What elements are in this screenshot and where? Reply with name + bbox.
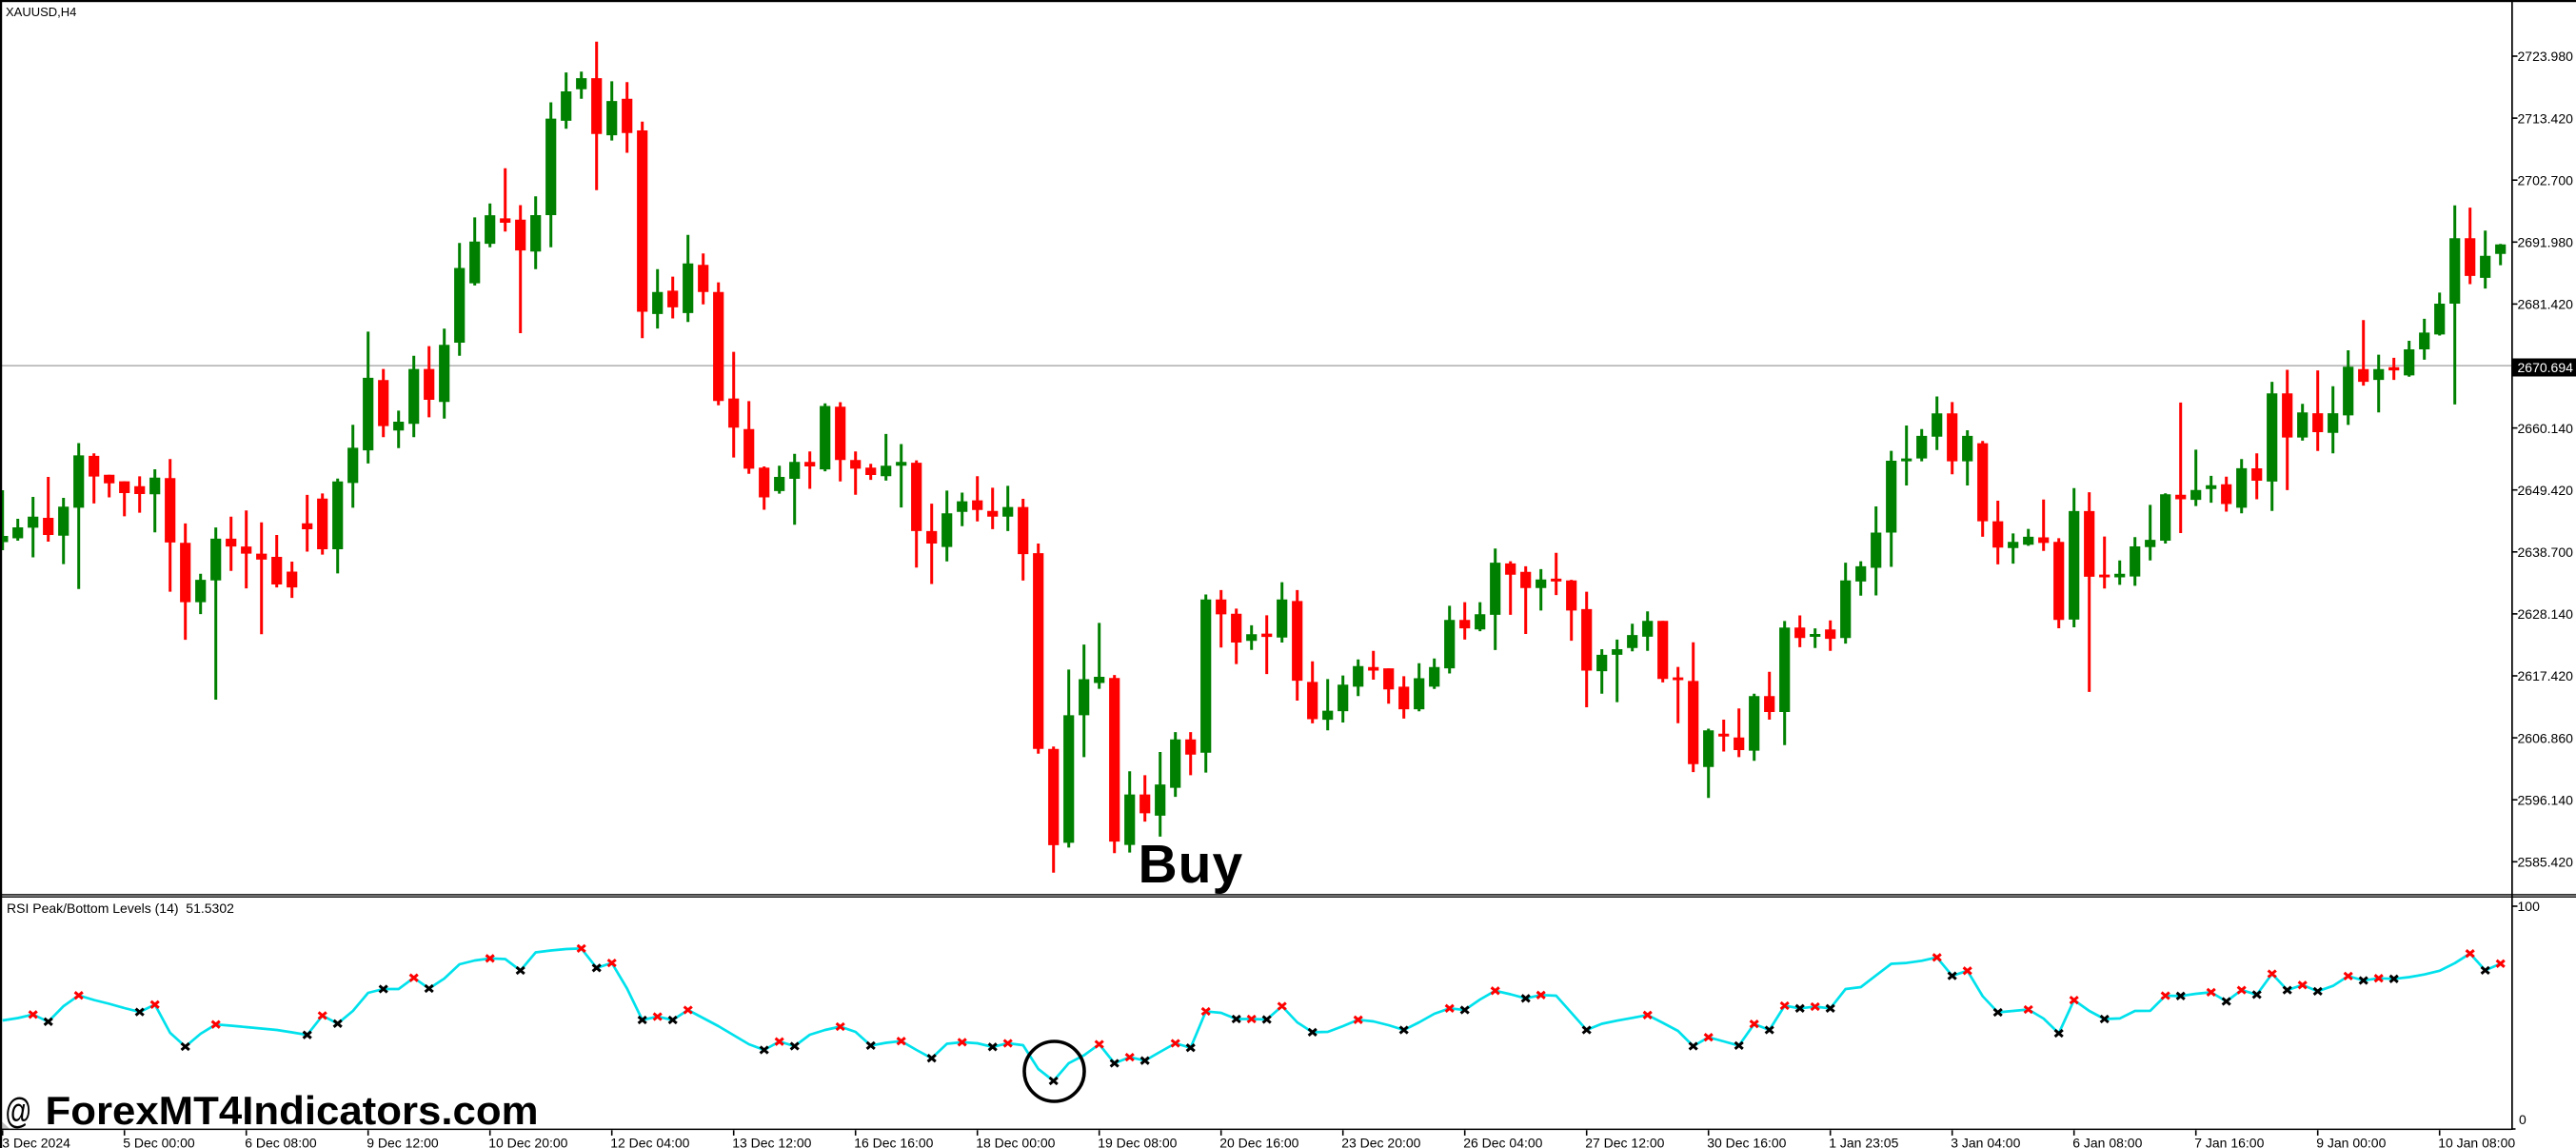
svg-text:18 Dec 00:00: 18 Dec 00:00 bbox=[976, 1136, 1055, 1148]
svg-text:0: 0 bbox=[2519, 1112, 2526, 1127]
svg-text:10 Dec 20:00: 10 Dec 20:00 bbox=[488, 1136, 567, 1148]
svg-text:16 Dec 16:00: 16 Dec 16:00 bbox=[854, 1136, 933, 1148]
svg-text:2649.420: 2649.420 bbox=[2518, 483, 2574, 498]
svg-text:7 Jan 16:00: 7 Jan 16:00 bbox=[2194, 1136, 2264, 1148]
svg-text:6 Dec 08:00: 6 Dec 08:00 bbox=[245, 1136, 317, 1148]
svg-text:5 Dec 00:00: 5 Dec 00:00 bbox=[123, 1136, 195, 1148]
svg-text:2691.980: 2691.980 bbox=[2518, 235, 2574, 250]
svg-text:6 Jan 08:00: 6 Jan 08:00 bbox=[2072, 1136, 2142, 1148]
svg-text:30 Dec 16:00: 30 Dec 16:00 bbox=[1707, 1136, 1786, 1148]
svg-text:3 Jan 04:00: 3 Jan 04:00 bbox=[1951, 1136, 2020, 1148]
svg-text:2596.140: 2596.140 bbox=[2518, 792, 2574, 807]
svg-text:1 Jan 23:05: 1 Jan 23:05 bbox=[1829, 1136, 1898, 1148]
svg-text:26 Dec 04:00: 26 Dec 04:00 bbox=[1463, 1136, 1542, 1148]
svg-text:RSI Peak/Bottom Levels (14) 5: RSI Peak/Bottom Levels (14) 51.5302 bbox=[7, 901, 234, 916]
svg-text:2681.420: 2681.420 bbox=[2518, 297, 2574, 312]
svg-text:19 Dec 08:00: 19 Dec 08:00 bbox=[1098, 1136, 1177, 1148]
svg-text:@: @ bbox=[5, 1092, 32, 1132]
svg-text:2670.694: 2670.694 bbox=[2518, 360, 2574, 375]
svg-text:2723.980: 2723.980 bbox=[2518, 49, 2574, 64]
svg-text:2713.420: 2713.420 bbox=[2518, 110, 2574, 126]
svg-text:2638.700: 2638.700 bbox=[2518, 544, 2574, 560]
svg-text:2617.420: 2617.420 bbox=[2518, 668, 2574, 683]
svg-text:2660.140: 2660.140 bbox=[2518, 421, 2574, 436]
svg-text:Buy: Buy bbox=[1139, 834, 1244, 895]
svg-text:9 Jan 00:00: 9 Jan 00:00 bbox=[2316, 1136, 2386, 1148]
svg-text:3 Dec 2024: 3 Dec 2024 bbox=[2, 1136, 70, 1148]
svg-text:2606.860: 2606.860 bbox=[2518, 730, 2574, 745]
svg-text:9 Dec 12:00: 9 Dec 12:00 bbox=[367, 1136, 439, 1148]
svg-text:2702.700: 2702.700 bbox=[2518, 172, 2574, 188]
svg-text:2628.140: 2628.140 bbox=[2518, 606, 2574, 622]
svg-text:XAUUSD,H4: XAUUSD,H4 bbox=[6, 5, 76, 19]
svg-text:10 Jan 08:00: 10 Jan 08:00 bbox=[2438, 1136, 2515, 1148]
svg-text:ForexMT4Indicators.com: ForexMT4Indicators.com bbox=[46, 1088, 539, 1133]
svg-text:27 Dec 12:00: 27 Dec 12:00 bbox=[1585, 1136, 1664, 1148]
svg-text:12 Dec 04:00: 12 Dec 04:00 bbox=[610, 1136, 689, 1148]
svg-text:2585.420: 2585.420 bbox=[2518, 855, 2574, 870]
svg-text:20 Dec 16:00: 20 Dec 16:00 bbox=[1219, 1136, 1298, 1148]
svg-text:13 Dec 12:00: 13 Dec 12:00 bbox=[732, 1136, 811, 1148]
svg-text:23 Dec 20:00: 23 Dec 20:00 bbox=[1341, 1136, 1420, 1148]
svg-text:100: 100 bbox=[2518, 899, 2541, 914]
